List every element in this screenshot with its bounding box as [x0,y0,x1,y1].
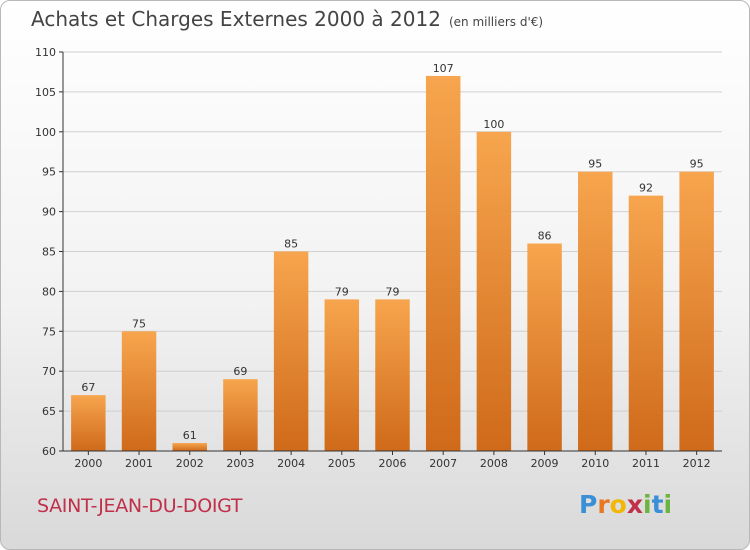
y-tick-label: 90 [42,206,56,219]
labels: 60 65 70 75 80 85 90 95 100 105 110 67 2000 75 2001 61 2… [35,46,711,470]
x-tick-label: 2002 [176,457,204,470]
y-tick-label: 75 [42,325,56,338]
axes [59,51,722,455]
y-tick-label: 110 [35,46,56,59]
title-text: Achats et Charges Externes 2000 à 2012 [31,7,441,31]
bar [71,395,106,451]
x-tick-label: 2004 [277,457,305,470]
y-tick-label: 95 [42,166,56,179]
data-label: 61 [183,429,197,442]
bars [71,75,714,452]
y-tick-label: 85 [42,246,56,259]
bar [223,379,258,451]
logo-letter: i [663,490,673,519]
data-label: 69 [233,365,247,378]
logo-letter: P [579,490,598,519]
proxiti-logo: Proxiti [579,490,672,519]
bar [527,243,562,451]
bar [628,195,664,451]
data-label: 79 [386,285,400,298]
x-tick-label: 2010 [581,457,609,470]
chart-subtitle: (en milliers d'€) [448,15,544,29]
location-name: SAINT-JEAN-DU-DOIGT [37,495,243,517]
x-tick-label: 2001 [125,457,153,470]
bar [425,75,461,451]
y-tick-label: 65 [42,405,56,418]
x-tick-label: 2007 [429,457,457,470]
x-tick-label: 2008 [480,457,508,470]
bar [172,443,207,451]
x-tick-label: 2012 [683,457,711,470]
chart-title: Achats et Charges Externes 2000 à 2012 (e… [31,7,543,31]
bar [679,171,714,451]
bar [324,299,360,451]
bar [578,171,613,451]
x-tick-label: 2006 [379,457,407,470]
data-label: 95 [588,158,602,171]
y-tick-label: 105 [35,86,56,99]
data-label: 79 [335,285,349,298]
bar [121,331,157,451]
logo-letter: t [651,490,664,519]
y-tick-label: 100 [35,126,56,139]
y-tick-label: 60 [42,445,56,458]
y-tick-label: 70 [42,365,56,378]
x-tick-label: 2000 [74,457,102,470]
x-tick-label: 2003 [226,457,254,470]
bar [273,251,309,451]
logo-letter: x [626,490,643,519]
x-tick-label: 2009 [531,457,559,470]
logo-letter: i [643,490,652,519]
data-label: 67 [81,381,95,394]
data-label: 100 [483,118,504,131]
data-label: 85 [284,238,298,251]
bar [476,131,512,452]
x-tick-label: 2005 [328,457,356,470]
data-label: 92 [639,182,653,195]
logo-letter: o [609,490,627,519]
data-label: 75 [132,317,146,330]
logo-letter: r [597,490,610,519]
y-tick-label: 80 [42,285,56,298]
data-label: 107 [433,62,454,75]
data-label: 86 [538,230,552,243]
x-tick-label: 2011 [632,457,660,470]
bar [375,299,410,451]
data-label: 95 [690,158,704,171]
